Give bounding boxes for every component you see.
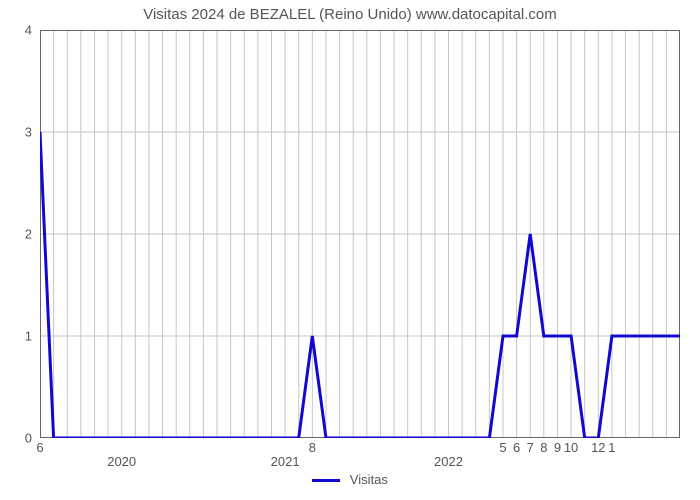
x-tick-minor-label: 12 <box>591 440 605 455</box>
x-tick-minor-label: 1 <box>608 440 615 455</box>
chart-title: Visitas 2024 de BEZALEL (Reino Unido) ww… <box>0 0 700 30</box>
chart-root: Visitas 2024 de BEZALEL (Reino Unido) ww… <box>0 0 700 500</box>
x-tick-minor-label: 10 <box>564 440 578 455</box>
gridlines <box>40 30 680 438</box>
legend-label: Visitas <box>350 472 388 487</box>
x-tick-minor-label: 8 <box>540 440 547 455</box>
y-tick-label: 3 <box>25 125 32 140</box>
x-tick-minor-label: 6 <box>513 440 520 455</box>
x-tick-minor-label: 5 <box>499 440 506 455</box>
x-axis-ticks: 685678910121202020212022 <box>40 438 680 468</box>
x-tick-minor-label: 9 <box>554 440 561 455</box>
plot-svg <box>40 30 680 438</box>
y-tick-label: 1 <box>25 329 32 344</box>
x-tick-minor-label: 7 <box>527 440 534 455</box>
plot-area <box>40 30 680 438</box>
y-tick-label: 2 <box>25 227 32 242</box>
y-tick-label: 4 <box>25 23 32 38</box>
y-axis-ticks: 01234 <box>0 30 36 438</box>
x-tick-minor-label: 6 <box>36 440 43 455</box>
x-tick-minor-label: 8 <box>309 440 316 455</box>
x-tick-major-label: 2022 <box>434 454 463 469</box>
y-tick-label: 0 <box>25 431 32 446</box>
x-tick-major-label: 2021 <box>271 454 300 469</box>
legend-swatch <box>312 479 340 482</box>
series-line <box>40 132 680 438</box>
x-tick-major-label: 2020 <box>107 454 136 469</box>
legend: Visitas <box>0 472 700 487</box>
